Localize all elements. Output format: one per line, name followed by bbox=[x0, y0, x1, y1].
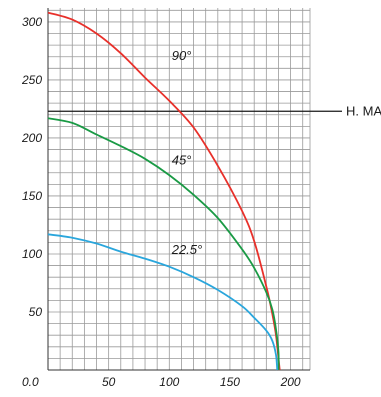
x-tick-label: 200 bbox=[280, 375, 301, 389]
h-max-label: H. MAX bbox=[346, 103, 381, 118]
series-label-90°: 90° bbox=[172, 48, 192, 63]
x-tick-label: 0.0 bbox=[22, 375, 39, 389]
y-tick-label: 150 bbox=[22, 189, 42, 203]
x-tick-label: 50 bbox=[102, 375, 116, 389]
curve-labels: 90° 45° 22.5° bbox=[171, 48, 203, 257]
y-tick-label: 200 bbox=[21, 131, 42, 145]
y-tick-label: 300 bbox=[22, 15, 42, 29]
h-max-reference: H. MAX bbox=[48, 103, 381, 118]
series-label-22.5°: 22.5° bbox=[171, 242, 203, 257]
series-group bbox=[47, 11, 281, 371]
x-tick-label: 150 bbox=[220, 375, 240, 389]
tick-labels: 50 100 150 200 250 300 0.0 50 100 150 200 bbox=[21, 15, 301, 389]
series-label-45°: 45° bbox=[172, 153, 192, 168]
y-tick-label: 250 bbox=[21, 73, 42, 87]
grid bbox=[47, 8, 311, 371]
series-line-22.5° bbox=[47, 233, 279, 371]
series-line-45° bbox=[47, 117, 280, 371]
x-tick-label: 100 bbox=[159, 375, 179, 389]
series-line-90° bbox=[47, 11, 281, 371]
y-tick-label: 50 bbox=[29, 305, 43, 319]
y-tick-label: 100 bbox=[22, 247, 42, 261]
